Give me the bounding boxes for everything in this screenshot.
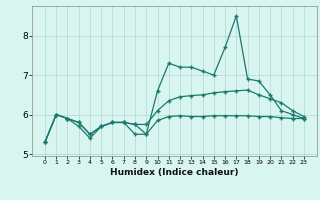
X-axis label: Humidex (Indice chaleur): Humidex (Indice chaleur) bbox=[110, 168, 239, 177]
